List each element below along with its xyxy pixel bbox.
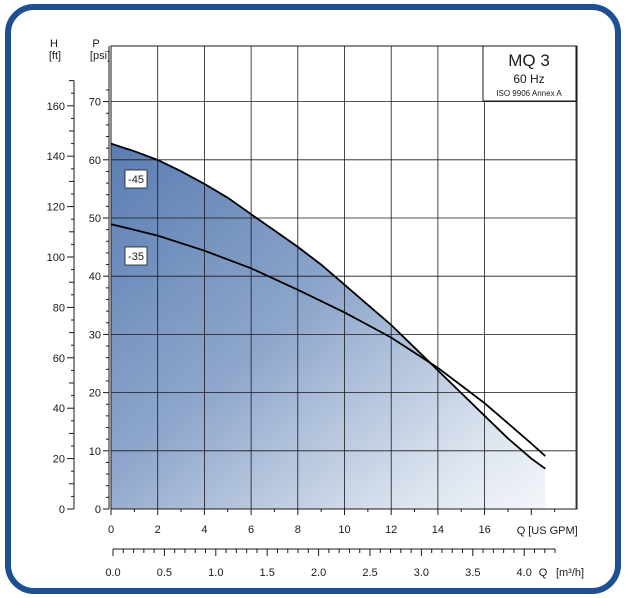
gpm-tick-label: 0	[108, 524, 114, 536]
m3h-tick-label: 3.5	[465, 567, 480, 579]
psi-tick-label: 20	[89, 388, 101, 400]
m3h-tick-label: 2.0	[311, 567, 326, 579]
x2-unit: [m³/h]	[556, 567, 584, 579]
series-line-35	[110, 223, 546, 457]
x-label: Q	[517, 525, 526, 537]
chart-title: MQ 3	[508, 51, 550, 70]
ft-tick-label: 80	[53, 302, 65, 314]
gridlines	[111, 46, 577, 509]
psi-tick-label: 60	[89, 155, 101, 167]
ft-tick-label: 0	[59, 504, 65, 516]
gpm-tick-label: 8	[295, 524, 301, 536]
psi-tick-label: 30	[89, 329, 101, 341]
gpm-tick-label: 12	[385, 524, 397, 536]
chart-frame	[5, 4, 621, 594]
psi-tick-label: 10	[89, 446, 101, 458]
ft-tick-label: 120	[47, 202, 65, 214]
x2-axis-title: Q [m³/h]	[539, 567, 584, 579]
psi-tick-label: 0	[95, 504, 101, 516]
m3h-tick-label: 4.0	[517, 567, 532, 579]
ft-tick-label: 160	[47, 101, 65, 113]
gpm-tick-label: 10	[338, 524, 350, 536]
gpm-tick-label: 2	[155, 524, 161, 536]
gpm-tick-label: 14	[432, 524, 444, 536]
series-label-2: -35	[124, 246, 148, 266]
operating-area-fill	[111, 143, 546, 509]
chart-standard: ISO 9906 Annex A	[496, 89, 562, 98]
ft-tick-label: 40	[53, 403, 65, 415]
y-axis-psi: 0 10 20 30 40 50 60 70	[89, 46, 110, 516]
ft-tick-label: 100	[47, 252, 65, 264]
gpm-tick-label: 16	[478, 524, 490, 536]
curves	[110, 142, 546, 470]
x-unit: [US GPM]	[528, 525, 578, 537]
x-axis-m3h: 0.0 0.5 1.0 1.5 2.0 2.5 3.0 3.5 4.0	[105, 548, 556, 579]
psi-tick-label: 70	[89, 97, 101, 109]
x-axis-title: Q [US GPM]	[517, 525, 578, 537]
series-label-text: -45	[128, 174, 144, 186]
title-box: MQ 3 60 Hz ISO 9906 Annex A	[482, 45, 577, 102]
m3h-tick-label: 3.0	[414, 567, 429, 579]
gpm-tick-label: 4	[201, 524, 207, 536]
gpm-tick-label: 6	[248, 524, 254, 536]
y-axis-ft: 0 20 40 60 80 100 120 140 160	[47, 80, 75, 516]
m3h-tick-label: 0.0	[105, 567, 120, 579]
m3h-tick-label: 2.5	[362, 567, 377, 579]
y-left-unit: [ft]	[49, 50, 61, 62]
series-labels: -45 -35	[124, 169, 148, 266]
ft-tick-label: 140	[47, 151, 65, 163]
series-label-box	[124, 246, 148, 266]
m3h-tick-label: 1.5	[260, 567, 275, 579]
series-label-1: -45	[124, 169, 148, 189]
x-axis-gpm: 0 2 4 6 8 10 12 14 16	[108, 509, 556, 536]
m3h-tick-label: 1.0	[208, 567, 223, 579]
psi-tick-label: 50	[89, 213, 101, 225]
series-label-box	[124, 169, 148, 189]
y-right-label: P	[92, 38, 99, 50]
y-right-unit: [psi]	[90, 50, 110, 62]
y-left-label: H	[50, 38, 58, 50]
chart-subtitle: 60 Hz	[513, 72, 544, 86]
x2-label: Q	[539, 567, 548, 579]
ft-tick-label: 60	[53, 353, 65, 365]
series-line-45	[110, 142, 546, 470]
ft-tick-label: 20	[53, 454, 65, 466]
m3h-tick-label: 0.5	[157, 567, 172, 579]
series-label-text: -35	[128, 251, 144, 263]
psi-tick-label: 40	[89, 271, 101, 283]
